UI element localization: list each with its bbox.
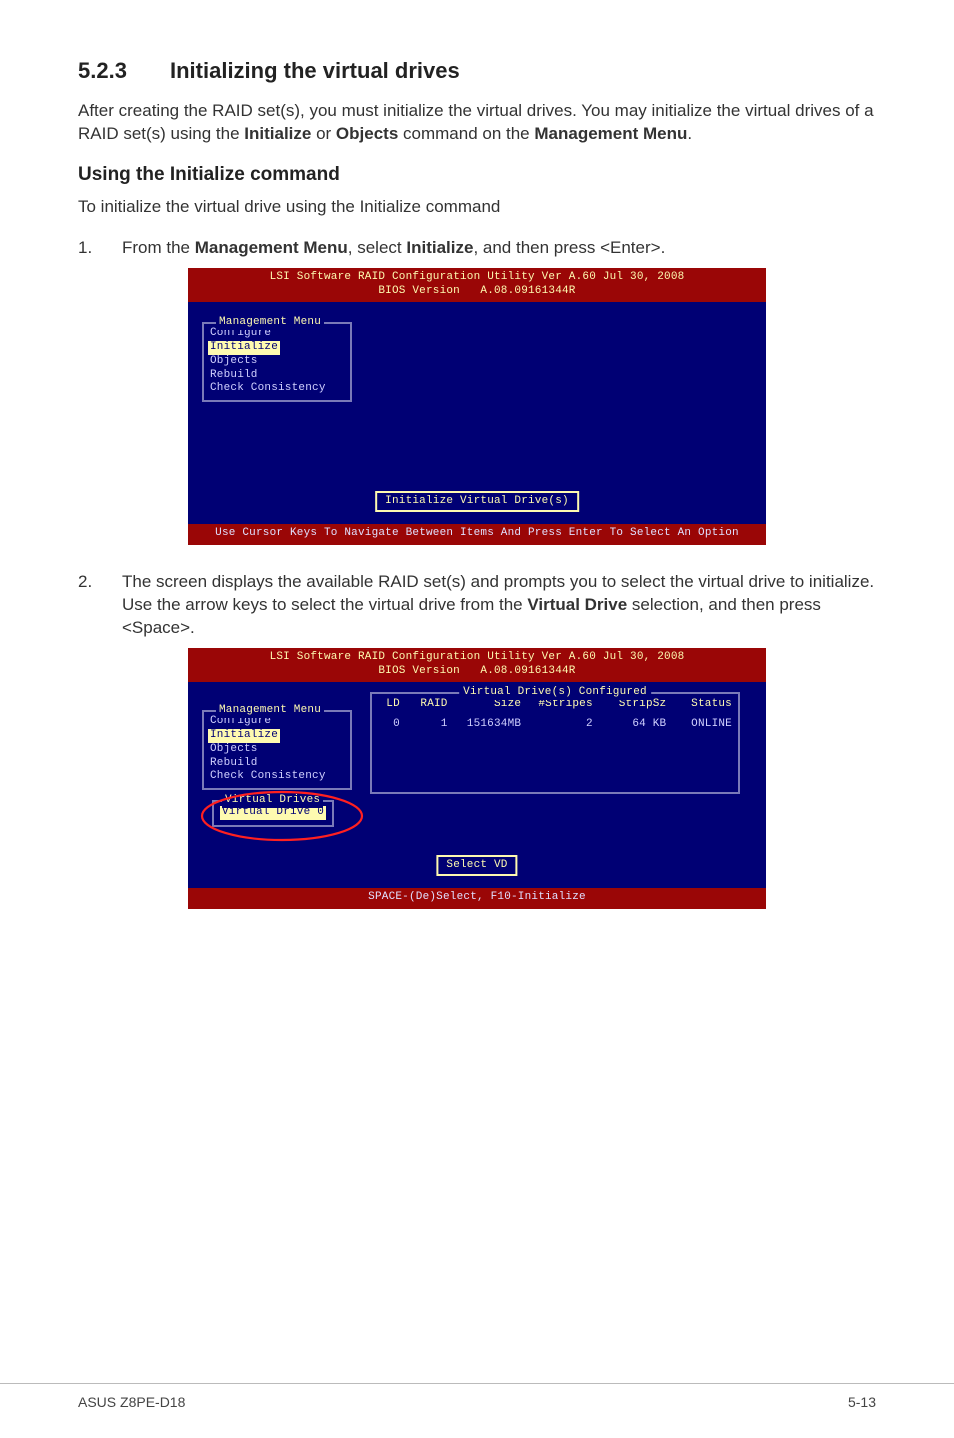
sub1-text: To initialize the virtual drive using th…: [78, 196, 876, 219]
bios2-table-row-0[interactable]: 0 1 151634MB 2 64 KB ONLINE: [378, 718, 732, 732]
intro-paragraph: After creating the RAID set(s), you must…: [78, 100, 876, 146]
bios2-drive-table: Virtual Drive(s) Configured LD RAID Size…: [370, 692, 740, 794]
bios2-footer: SPACE-(De)Select, F10-Initialize: [188, 888, 766, 909]
intro-mid2: command on the: [398, 124, 534, 143]
bios2-status-label: Select VD: [436, 855, 517, 877]
step-2: 2. The screen displays the available RAI…: [78, 571, 876, 640]
bios2-menu-title: Management Menu: [216, 704, 324, 718]
section-heading: 5.2.3Initializing the virtual drives: [78, 58, 876, 84]
intro-b2: Objects: [336, 124, 398, 143]
bios2-menu-check[interactable]: Check Consistency: [208, 770, 346, 784]
bios2-menu-rebuild[interactable]: Rebuild: [208, 757, 346, 771]
bios2-management-menu: Management Menu Configure Initialize Obj…: [202, 710, 352, 790]
step-2-num: 2.: [78, 571, 122, 640]
bios1-menu-initialize[interactable]: Initialize: [208, 341, 346, 355]
intro-b3: Management Menu: [534, 124, 687, 143]
bios2-table-title: Virtual Drive(s) Configured: [459, 686, 651, 700]
section-number: 5.2.3: [78, 58, 170, 84]
intro-post: .: [687, 124, 692, 143]
intro-mid1: or: [311, 124, 336, 143]
bios1-menu-rebuild[interactable]: Rebuild: [208, 369, 346, 383]
bios-screenshot-1: LSI Software RAID Configuration Utility …: [188, 268, 766, 545]
bios-screenshot-2: LSI Software RAID Configuration Utility …: [188, 648, 766, 909]
annotation-ellipse-icon: [196, 786, 368, 846]
bios2-main: Management Menu Configure Initialize Obj…: [188, 682, 766, 888]
section-title-text: Initializing the virtual drives: [170, 58, 460, 83]
intro-b1: Initialize: [244, 124, 311, 143]
bios1-menu-check[interactable]: Check Consistency: [208, 382, 346, 396]
bios1-main: Management Menu Configure Initialize Obj…: [188, 302, 766, 524]
bios1-status-label: Initialize Virtual Drive(s): [375, 491, 579, 513]
step-1-text: From the Management Menu, select Initial…: [122, 237, 876, 260]
bios2-menu-initialize[interactable]: Initialize: [208, 729, 346, 743]
page-footer: ASUS Z8PE-D18 5-13: [0, 1383, 954, 1438]
bios2-titlebar: LSI Software RAID Configuration Utility …: [188, 648, 766, 683]
subheading-initialize: Using the Initialize command: [78, 164, 876, 186]
bios1-management-menu: Management Menu Configure Initialize Obj…: [202, 322, 352, 402]
bios1-menu-title: Management Menu: [216, 316, 324, 330]
footer-left: ASUS Z8PE-D18: [78, 1394, 185, 1410]
bios1-menu-objects[interactable]: Objects: [208, 355, 346, 369]
step-2-text: The screen displays the available RAID s…: [122, 571, 876, 640]
bios1-footer: Use Cursor Keys To Navigate Between Item…: [188, 524, 766, 545]
bios2-menu-objects[interactable]: Objects: [208, 743, 346, 757]
step-1: 1. From the Management Menu, select Init…: [78, 237, 876, 260]
footer-right: 5-13: [848, 1394, 876, 1410]
bios1-titlebar: LSI Software RAID Configuration Utility …: [188, 268, 766, 303]
step-1-num: 1.: [78, 237, 122, 260]
bios2-table-header: LD RAID Size #Stripes StripSz Status: [378, 698, 732, 712]
